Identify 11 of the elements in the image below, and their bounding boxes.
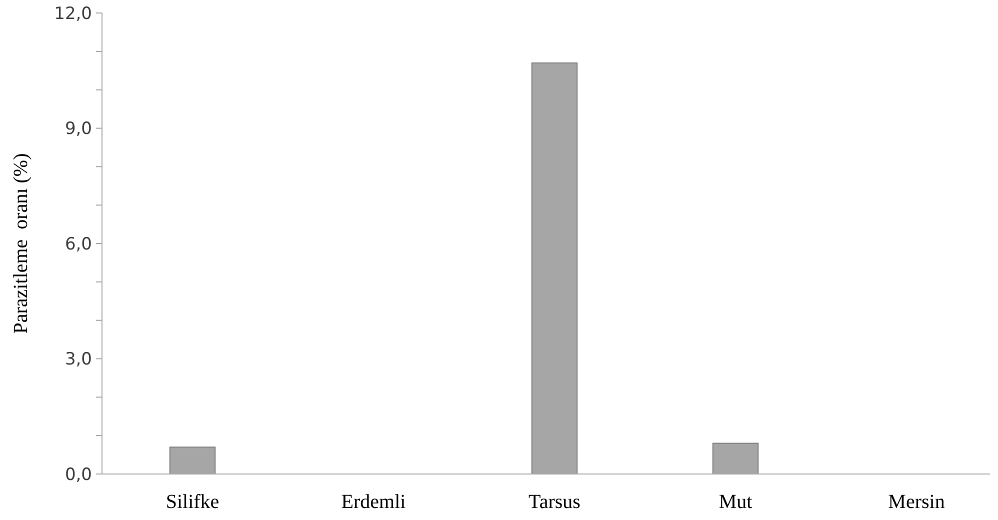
y-tick-label: 6,0 xyxy=(64,234,92,254)
y-tick-label: 0,0 xyxy=(64,464,92,485)
y-tick-label: 3,0 xyxy=(64,350,92,370)
x-tick-label: Mut xyxy=(718,491,753,513)
y-axis-title: Parazitleme oranı (%) xyxy=(10,153,32,334)
y-tick-label: 9,0 xyxy=(64,119,92,140)
x-tick-label: Erdemli xyxy=(341,491,406,513)
x-tick-label: Mersin xyxy=(888,491,945,513)
x-tick-label: Tarsus xyxy=(528,491,581,513)
x-tick-label: Silifke xyxy=(166,491,220,513)
y-tick-label: 12,0 xyxy=(54,4,92,24)
